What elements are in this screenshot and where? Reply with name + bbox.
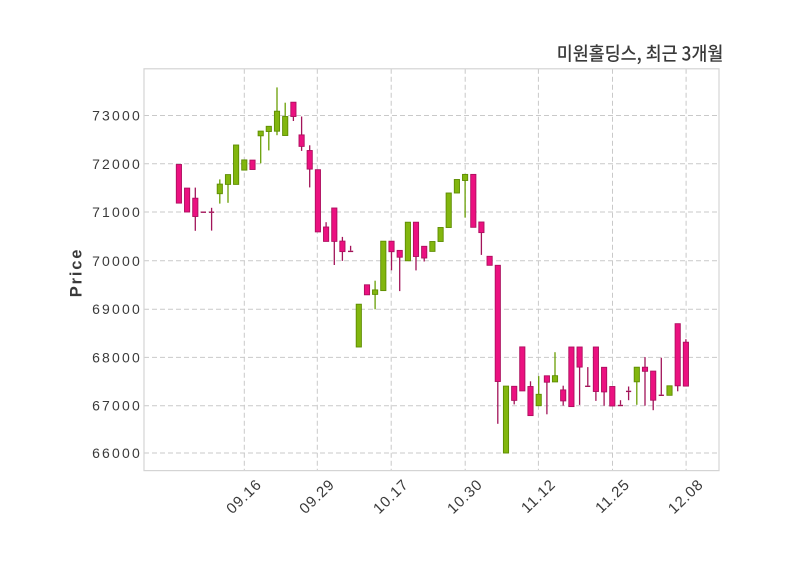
- svg-text:68000: 68000: [92, 349, 142, 365]
- svg-text:70000: 70000: [92, 253, 142, 269]
- svg-text:69000: 69000: [92, 301, 142, 317]
- svg-text:67000: 67000: [92, 398, 142, 414]
- svg-text:73000: 73000: [92, 108, 142, 124]
- svg-text:Price: Price: [68, 248, 86, 297]
- svg-text:66000: 66000: [92, 445, 142, 461]
- svg-text:71000: 71000: [92, 204, 142, 220]
- svg-text:72000: 72000: [92, 156, 142, 172]
